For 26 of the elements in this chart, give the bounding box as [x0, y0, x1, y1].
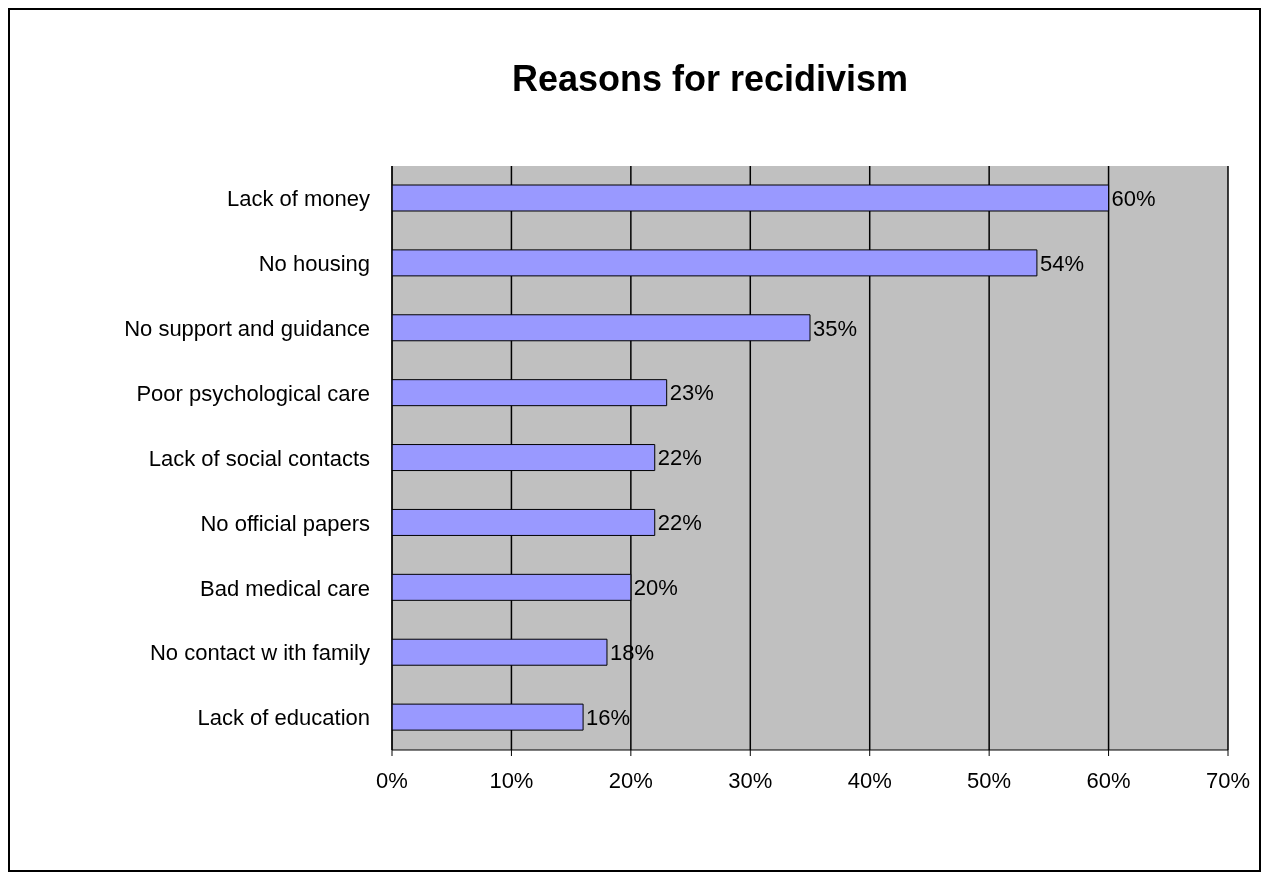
data-label: 60%: [1111, 185, 1156, 211]
y-tick-label: No contact w ith family: [149, 640, 370, 666]
chart-title: Reasons for recidivism: [510, 58, 910, 100]
x-tick-label: 0%: [376, 767, 408, 793]
data-label: 23%: [669, 380, 714, 406]
data-label: 35%: [813, 315, 858, 341]
x-tick-label: 20%: [608, 767, 653, 793]
y-tick-label: Lack of money: [226, 186, 370, 212]
data-label: 22%: [657, 510, 702, 536]
x-tick-label: 30%: [728, 767, 773, 793]
y-tick-label: No support and guidance: [124, 316, 370, 342]
x-tick-label: 40%: [847, 767, 892, 793]
y-tick-label: Lack of social contacts: [148, 445, 370, 471]
y-tick-label: No housing: [258, 251, 370, 277]
x-tick-label: 70%: [1205, 767, 1251, 793]
y-tick-label: Lack of education: [197, 705, 370, 731]
y-tick-label: Bad medical care: [200, 575, 370, 601]
y-tick-label: Poor psychological care: [136, 380, 370, 406]
data-label: 16%: [586, 704, 631, 730]
x-tick-label: 10%: [489, 767, 534, 793]
data-label: 22%: [657, 445, 702, 471]
x-tick-label: 50%: [967, 767, 1012, 793]
y-tick-label: No official papers: [200, 510, 370, 536]
data-label: 54%: [1039, 250, 1084, 276]
data-label: 20%: [633, 575, 678, 601]
x-tick-label: 60%: [1086, 767, 1131, 793]
